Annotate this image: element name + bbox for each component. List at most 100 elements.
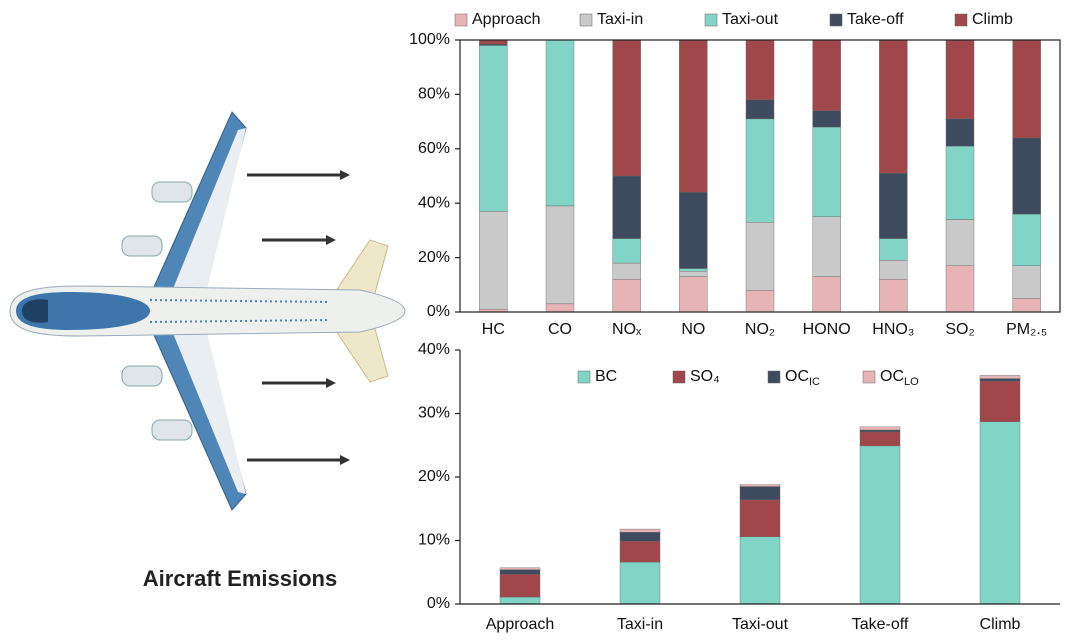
legend-label-text: OC [880,368,904,385]
bar-segment [979,378,1021,382]
bar-segment [679,39,708,193]
x-tick-label: NO₂ [745,321,775,338]
y-tick-label: 20% [418,468,450,485]
legend-label: BC [595,368,617,385]
bar-segment [1012,213,1041,266]
bar-segment [739,499,781,537]
bar-segment [945,219,975,266]
y-tick-label: 20% [418,249,450,266]
x-tick-label: PM₂.₅ [1006,321,1047,338]
legend-label-text: Take-off [847,11,904,28]
legend-label: Taxi-in [597,11,643,28]
y-tick-label: 60% [418,140,450,157]
bar-segment [812,39,841,111]
bar-segment [612,175,641,239]
legend-label: SO₄ [690,368,720,385]
x-tick-label: SO₂ [945,321,974,338]
bar-segment [545,205,575,305]
caption: Aircraft Emissions [143,566,337,591]
legend-swatch [862,370,876,384]
bar-segment [812,110,841,128]
x-tick-label: Take-off [852,616,909,633]
bar-segment [619,540,661,563]
bar-segment [612,39,641,177]
bar-segment [679,276,708,313]
bar-segment [859,426,901,431]
legend-swatch [829,13,843,27]
x-tick-label: Approach [486,616,555,633]
bar-segment [739,536,781,605]
bar-segment [499,596,541,605]
legend-swatch [704,13,718,27]
bar-segment [612,279,641,313]
legend-label-text: Taxi-in [597,11,643,28]
legend-label-subscript: IC [809,376,820,388]
bar-segment [879,279,908,313]
legend-label-text: Climb [972,11,1013,28]
airplane-illustration [9,111,406,511]
x-tick-label: NO [681,321,705,338]
y-tick-label: 30% [418,405,450,422]
legend-label: OCLO [880,368,919,388]
bar-segment [879,260,908,280]
bar-segment [612,262,641,280]
legend-swatch [767,370,781,384]
bar-segment [619,532,661,542]
bar-segment [479,43,508,46]
x-tick-label: CO [548,321,572,338]
bar-segment [812,276,841,313]
legend-swatch [954,13,968,27]
legend-label-subscript: LO [904,376,919,388]
legend-swatch [579,13,593,27]
bar-segment [612,238,641,264]
bar-segment [499,567,541,570]
bar-segment [545,303,575,313]
legend-label-text: BC [595,368,617,385]
legend-swatch [577,370,591,384]
bar-segment [745,99,775,120]
bar-segment [479,39,508,45]
bar-segment [679,192,708,269]
bar-segment [812,126,841,218]
y-tick-label: 0% [427,303,450,320]
legend-label-text: Approach [472,11,541,28]
x-tick-label: Taxi-in [617,616,663,633]
bar-segment [879,173,908,239]
bar-segment [859,429,901,433]
bar-segment [745,118,775,223]
x-tick-label: Taxi-out [732,616,789,633]
y-tick-label: 40% [418,341,450,358]
y-tick-label: 0% [427,595,450,612]
legend-label: OCIC [785,368,820,388]
bar-segment [979,375,1021,379]
bar-segment [745,222,775,291]
y-tick-label: 80% [418,86,450,103]
x-tick-label: HNO₃ [872,321,914,338]
legend-label-text: OC [785,368,809,385]
legend-label: Taxi-out [722,11,779,28]
bar-segment [812,216,841,277]
legend-label: Climb [972,11,1013,28]
bar-segment [479,45,508,212]
x-tick-label: Climb [980,616,1021,633]
bar-segment [479,211,508,310]
y-tick-label: 40% [418,194,450,211]
bar-segment [739,486,781,501]
legend-swatch [672,370,686,384]
bar-segment [979,421,1021,605]
bar-segment [499,569,541,575]
bar-segment [945,118,975,147]
bar-segment [1012,298,1041,313]
bar-segment [679,268,708,272]
y-tick-label: 100% [409,31,450,48]
bar-segment [545,39,575,207]
bar-segment [619,561,661,605]
legend-label: Approach [472,11,541,28]
bar-segment [499,573,541,598]
legend-label-text: SO₄ [690,368,720,385]
y-tick-label: 10% [418,532,450,549]
legend-label-text: Taxi-out [722,11,779,28]
bar-segment [619,528,661,533]
bar-segment [979,380,1021,422]
